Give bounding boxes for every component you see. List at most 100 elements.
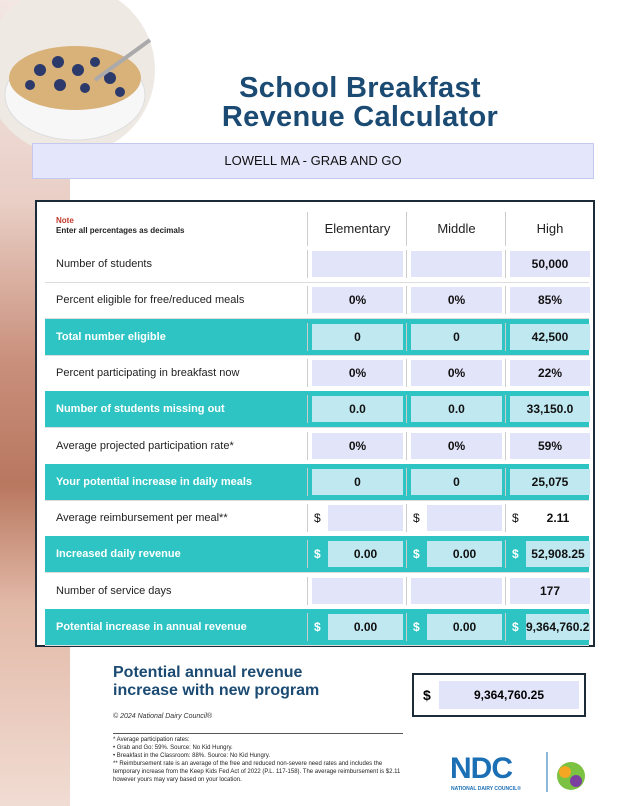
cell: 0 xyxy=(307,467,407,496)
cell-value: 0.00 xyxy=(427,614,502,640)
cell: $9,364,760.25 xyxy=(505,613,594,641)
cell: 0 xyxy=(406,322,506,351)
row-label: Total number eligible xyxy=(56,330,166,343)
cell: $0.00 xyxy=(406,613,506,641)
cell: $52,908.25 xyxy=(505,540,594,569)
cell-value: 0.00 xyxy=(328,541,403,568)
currency: $ xyxy=(512,547,519,562)
row-label: Percent participating in breakfast now xyxy=(56,366,240,379)
note: Note Enter all percentages as decimals xyxy=(56,216,185,236)
logo: NDC xyxy=(450,752,513,785)
cell: $ xyxy=(406,504,506,533)
cell: 0% xyxy=(307,431,407,460)
cell-value: 0% xyxy=(411,359,502,386)
table-row: Total number eligible 0 0 42,500 xyxy=(45,318,590,356)
cell: 85% xyxy=(505,286,594,315)
cell-value xyxy=(312,251,403,277)
table-row: Number of students 50,000 xyxy=(45,246,590,283)
table-row: Your potential increase in daily meals 0 0… xyxy=(45,463,590,501)
currency: $ xyxy=(413,511,420,526)
summary-title: Potential annual revenue increase with n… xyxy=(113,664,319,700)
cell-value: 0 xyxy=(411,323,502,350)
cell-value: 22% xyxy=(510,359,590,386)
cell: 177 xyxy=(505,576,594,605)
cell: $0.00 xyxy=(406,540,506,569)
currency: $ xyxy=(512,620,519,634)
cell-value: 0 xyxy=(411,468,502,495)
cell-value xyxy=(312,577,403,604)
cell-value: 0 xyxy=(312,468,403,495)
cell: 22% xyxy=(505,358,594,387)
cell: 33,150.0 xyxy=(505,395,594,424)
row-label: Percent eligible for free/reduced meals xyxy=(56,294,245,307)
table-row: Percent eligible for free/reduced meals 0… xyxy=(45,282,590,320)
table-row: Average reimbursement per meal** $ $ $2.11 xyxy=(45,500,590,538)
footnote: • Breakfast in the Classroom: 88%. Sourc… xyxy=(113,753,271,759)
cell-value: 2.11 xyxy=(526,505,590,532)
cell: 0% xyxy=(406,358,506,387)
cell: 0% xyxy=(406,431,506,460)
table-row: Increased daily revenue $0.00 $0.00 $52,908… xyxy=(45,536,590,574)
cell-value xyxy=(328,505,403,532)
row-label: Number of students missing out xyxy=(56,403,225,416)
table-row: Number of students missing out 0.0 0.0 33,1… xyxy=(45,391,590,429)
column-header: Elementary xyxy=(307,212,407,246)
cell-value xyxy=(411,577,502,604)
table-row: Potential increase in annual revenue $0.0… xyxy=(45,609,590,646)
cell-value: 42,500 xyxy=(510,323,590,350)
cell-value: 0.00 xyxy=(328,614,403,640)
cell: 50,000 xyxy=(505,250,594,278)
column-header: Middle xyxy=(406,212,506,246)
table-row: Number of service days 177 xyxy=(45,573,590,610)
currency: $ xyxy=(512,511,519,526)
cell-value: 0% xyxy=(312,359,403,386)
currency: $ xyxy=(413,547,420,562)
row-label: Increased daily revenue xyxy=(56,548,181,561)
cell-value: 25,075 xyxy=(510,468,590,495)
summary-line: increase with new program xyxy=(113,682,320,699)
cell: 0.0 xyxy=(307,395,407,424)
fuel-up-logo xyxy=(546,752,585,792)
cell xyxy=(406,576,506,605)
row-label: Average projected participation rate* xyxy=(56,439,234,452)
cell-value: 0 xyxy=(312,323,403,350)
cell-value: 59% xyxy=(510,432,590,459)
note-label: Note xyxy=(56,216,74,225)
cell: 0 xyxy=(307,322,407,351)
logo-subtitle: NATIONAL DAIRY COUNCIL® xyxy=(451,786,521,792)
row-label: Potential increase in annual revenue xyxy=(56,621,247,633)
cell xyxy=(406,250,506,278)
footnote: * Average participation rates: xyxy=(113,737,190,743)
copyright: © 2024 National Dairy Council® xyxy=(113,713,213,720)
total-value: 9,364,760.25 xyxy=(439,681,579,709)
cell-value: 0.0 xyxy=(411,396,502,423)
currency: $ xyxy=(314,547,321,562)
total-box: $ 9,364,760.25 xyxy=(412,673,586,717)
cell: $2.11 xyxy=(505,504,594,533)
title: School Breakfast Revenue Calculator xyxy=(150,74,570,132)
cell: $0.00 xyxy=(307,613,407,641)
calculator-table: Note Enter all percentages as decimals E… xyxy=(35,200,595,647)
currency: $ xyxy=(413,620,420,634)
cell: 0.0 xyxy=(406,395,506,424)
table-row: Average projected participation rate* 0% 0… xyxy=(45,428,590,465)
cell-value: 9,364,760.25 xyxy=(526,614,590,640)
cell: 0% xyxy=(307,358,407,387)
cell-value: 0% xyxy=(411,287,502,314)
cell-value xyxy=(411,251,502,277)
title-line: School Breakfast xyxy=(239,72,481,104)
cell: 25,075 xyxy=(505,467,594,496)
row-label: Your potential increase in daily meals xyxy=(56,475,253,488)
currency: $ xyxy=(314,620,321,634)
cell xyxy=(307,576,407,605)
cell-value xyxy=(427,505,502,532)
cell-value: 0.0 xyxy=(312,396,403,423)
footnote: ** Reimbursement rate is an average of t… xyxy=(113,761,401,783)
cell: 42,500 xyxy=(505,322,594,351)
cell: $0.00 xyxy=(307,540,407,569)
cell-value: 0% xyxy=(312,287,403,314)
summary-line: Potential annual revenue xyxy=(113,664,303,681)
cell-value: 52,908.25 xyxy=(526,541,590,568)
cell-value: 177 xyxy=(510,577,590,604)
